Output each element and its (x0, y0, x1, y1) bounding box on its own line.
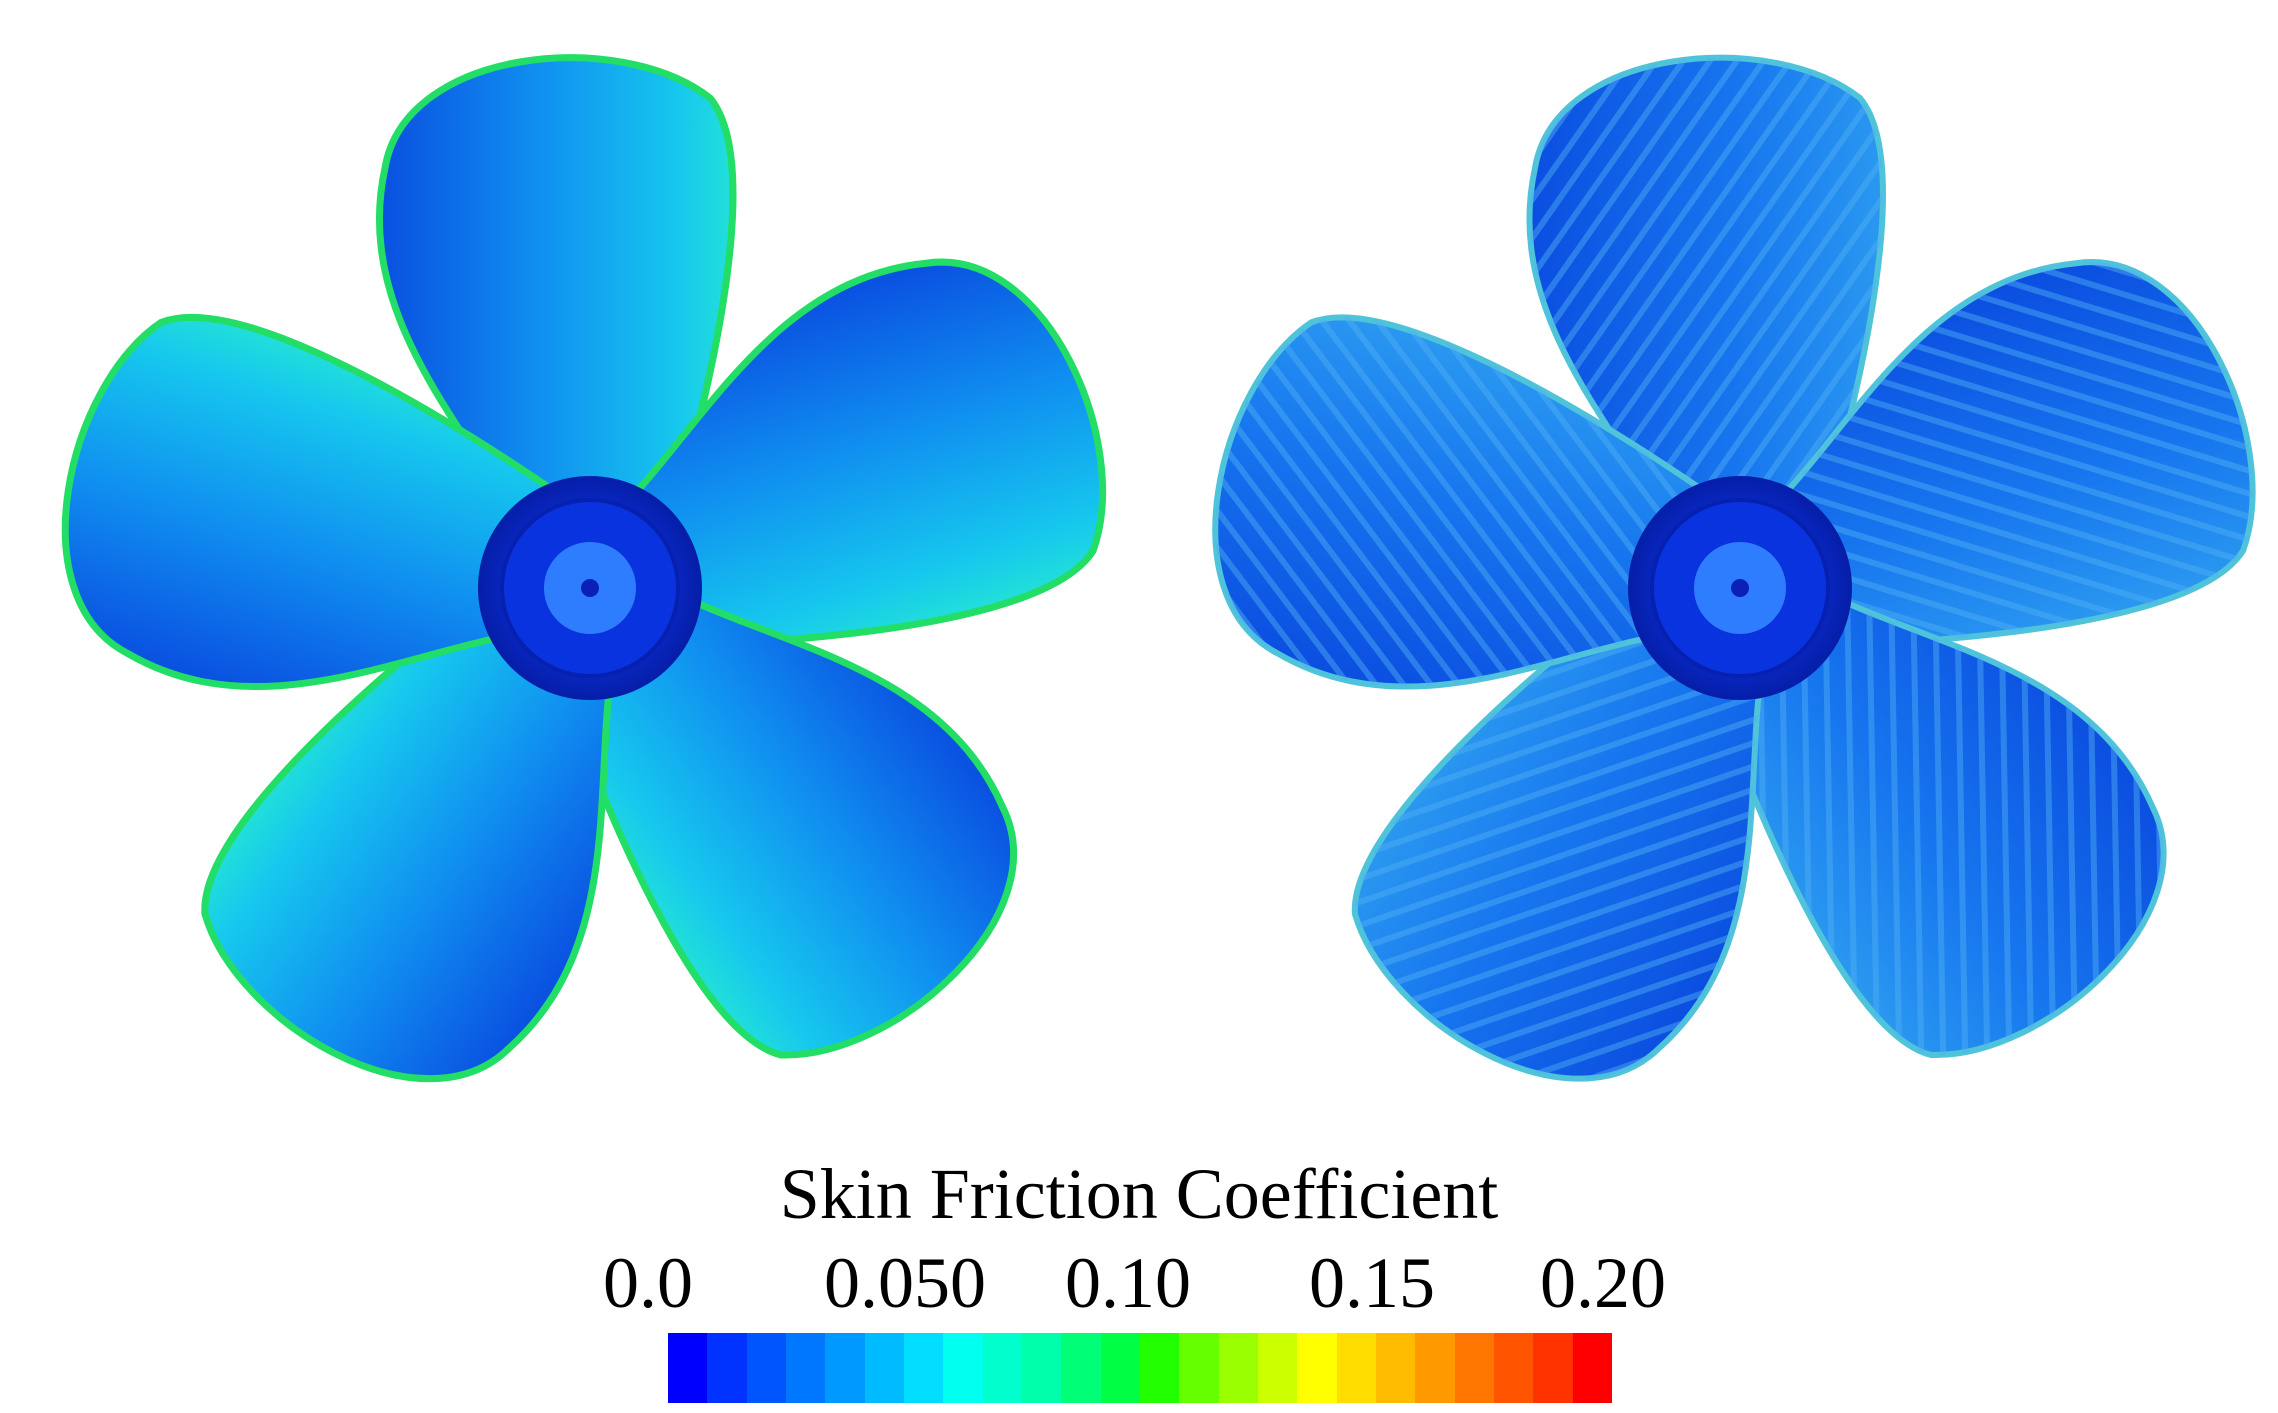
colorbar-swatch-16 (1297, 1333, 1337, 1403)
colorbar-swatch-19 (1415, 1333, 1455, 1403)
colorbar-swatch-7 (943, 1333, 983, 1403)
colorbar-swatch-2 (746, 1333, 786, 1403)
colorbar-swatch-11 (1100, 1333, 1140, 1403)
colorbar-swatch-3 (785, 1333, 826, 1403)
legend-tick-2: 0.10 (1065, 1243, 1191, 1323)
colorbar (668, 1333, 1612, 1403)
colorbar-swatch-0 (668, 1333, 708, 1403)
propeller-right-render (1212, 54, 2256, 1082)
colorbar-swatch-18 (1375, 1333, 1416, 1403)
colorbar-swatch-21 (1493, 1333, 1534, 1403)
colorbar-swatch-23 (1572, 1333, 1612, 1403)
colorbar-swatch-4 (825, 1333, 865, 1403)
colorbar-swatch-20 (1454, 1333, 1494, 1403)
legend-tick-1: 0.050 (824, 1243, 986, 1323)
legend-tick-0: 0.0 (603, 1243, 693, 1323)
blade-5 (61, 313, 562, 690)
colorbar-swatch-8 (982, 1333, 1022, 1403)
blade-3 (1707, 576, 2167, 1058)
colorbar-swatch-15 (1257, 1333, 1298, 1403)
colorbar-swatch-12 (1139, 1333, 1180, 1403)
colorbar-swatch-1 (707, 1333, 747, 1403)
blade-4 (1351, 586, 1771, 1082)
legend-title: Skin Friction Coefficient (779, 1154, 1499, 1234)
colorbar-swatch-10 (1061, 1333, 1101, 1403)
colorbar-swatch-9 (1021, 1333, 1062, 1403)
hub (1628, 476, 1852, 700)
colorbar-swatch-22 (1533, 1333, 1573, 1403)
propeller-left-render (61, 54, 1106, 1082)
legend-tick-4: 0.20 (1540, 1243, 1666, 1323)
blade-3 (556, 575, 1018, 1059)
colorbar-swatch-5 (864, 1333, 904, 1403)
blade-5 (1212, 314, 1711, 690)
colorbar-swatch-13 (1179, 1333, 1219, 1403)
blade-2 (597, 258, 1106, 650)
colorbar-swatch-6 (903, 1333, 944, 1403)
hub (478, 476, 702, 700)
blade-2 (1747, 259, 2256, 649)
colorbar-swatch-17 (1336, 1333, 1376, 1403)
legend-tick-3: 0.15 (1309, 1243, 1435, 1323)
blade-4 (201, 585, 621, 1082)
colorbar-swatch-14 (1218, 1333, 1258, 1403)
